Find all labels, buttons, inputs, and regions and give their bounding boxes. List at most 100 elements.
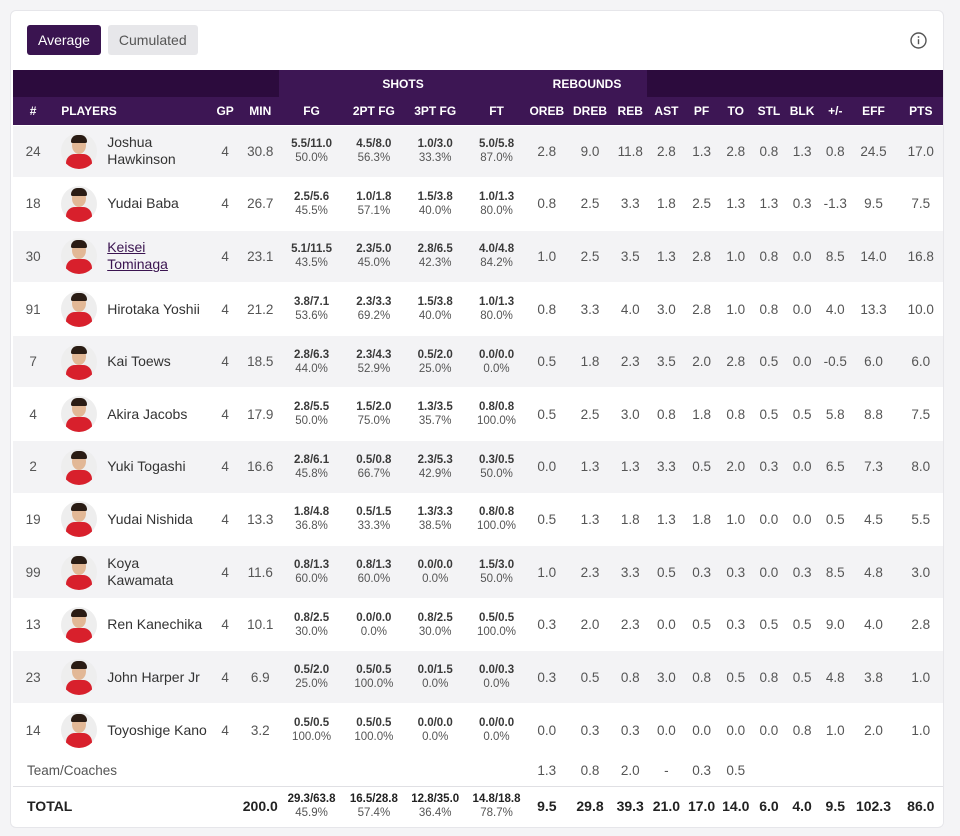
jersey-number: 24	[13, 124, 54, 178]
player-cell: Akira Jacobs	[53, 387, 210, 441]
pts-cell: 7.5	[896, 387, 943, 441]
fg2-cell: 4.5/8.0 56.3%	[343, 124, 405, 178]
ft-made-attempted: 0.5/0.5	[478, 611, 515, 624]
fg2-cell: 1.5/2.0 75.0%	[343, 387, 405, 441]
fg2-percentage: 69.2%	[357, 310, 391, 323]
ast-cell: 1.3	[647, 229, 686, 283]
player-name[interactable]: Yudai Nishida	[107, 510, 193, 527]
player-name[interactable]: Joshua Hawkinson	[107, 134, 176, 168]
col-header[interactable]: AST	[647, 97, 686, 125]
player-name[interactable]: Yuki Togashi	[107, 458, 186, 475]
ft-percentage: 0.0%	[483, 731, 510, 744]
fg3-made-attempted: 12.8/35.0	[411, 793, 460, 806]
to-cell: 0.5	[717, 650, 754, 704]
total-oreb: 9.5	[526, 785, 567, 827]
fg-cell: 2.5/5.6 45.5%	[279, 177, 344, 231]
reb-cell: 0.3	[613, 703, 648, 757]
player-name[interactable]: Ren Kanechika	[107, 616, 203, 633]
ft-made-attempted: 0.8/0.8	[478, 506, 515, 519]
ft-cell: 0.0/0.0 0.0%	[466, 703, 527, 757]
avatar	[61, 554, 98, 591]
col-header[interactable]: 2PT FG	[343, 97, 405, 125]
ast-cell: 0.0	[647, 597, 686, 651]
fg-cell: 0.8/1.3 60.0%	[279, 545, 344, 599]
fg3-percentage: 36.4%	[418, 807, 452, 820]
team-pf: 0.3	[685, 756, 718, 787]
ast-cell: 1.3	[647, 492, 686, 546]
table-body: 24 Joshua Hawkinson 4 30.8 5.5/11.0 50.0% 4.5/…	[13, 124, 943, 827]
fg-cell: 2.8/6.3 44.0%	[279, 334, 344, 388]
total-blk: 4.0	[784, 785, 821, 827]
gp-cell: 4	[209, 703, 242, 757]
col-header[interactable]: TO	[717, 97, 754, 125]
ft-cell: 14.8/18.8 78.7%	[466, 785, 527, 827]
eff-cell: 4.5	[850, 492, 897, 546]
fg3-made-attempted: 1.3/3.5	[417, 401, 453, 414]
player-name[interactable]: Akira Jacobs	[107, 405, 188, 422]
pm-cell: 0.8	[820, 124, 851, 178]
player-name[interactable]: John Harper Jr	[107, 668, 200, 685]
info-circle-icon[interactable]	[910, 32, 927, 49]
col-header[interactable]: REB	[613, 97, 648, 125]
stl-cell: 0.3	[753, 440, 785, 494]
col-header[interactable]: FT	[466, 97, 527, 125]
ft-cell: 1.0/1.3 80.0%	[466, 282, 527, 336]
to-cell: 1.0	[717, 229, 754, 283]
col-header[interactable]: PTS	[896, 97, 943, 125]
fg2-cell: 0.8/1.3 60.0%	[343, 545, 405, 599]
col-header[interactable]: STL	[753, 97, 785, 125]
player-name[interactable]: Yudai Baba	[107, 195, 179, 212]
dreb-cell: 2.0	[566, 597, 614, 651]
oreb-cell: 0.5	[526, 492, 567, 546]
reb-cell: 3.0	[613, 387, 648, 441]
oreb-cell: 0.5	[526, 387, 567, 441]
dreb-cell: 0.5	[566, 650, 614, 704]
ft-cell: 1.0/1.3 80.0%	[466, 177, 527, 231]
blk-cell: 0.0	[784, 229, 821, 283]
player-cell: Kai Toews	[53, 334, 210, 388]
fg3-percentage: 40.0%	[418, 310, 452, 323]
col-header[interactable]: GP	[209, 97, 242, 125]
fg2-cell: 0.5/0.5 100.0%	[343, 703, 405, 757]
ft-made-attempted: 0.8/0.8	[478, 401, 515, 414]
col-header[interactable]: FG	[279, 97, 344, 125]
col-header[interactable]: PLAYERS	[53, 97, 210, 125]
fg2-made-attempted: 0.8/1.3	[356, 559, 392, 572]
fg2-cell: 0.5/1.5 33.3%	[343, 492, 405, 546]
col-header[interactable]: EFF	[850, 97, 897, 125]
ast-cell: 3.0	[647, 282, 686, 336]
player-cell: Keisei Tominaga	[53, 229, 210, 283]
fg2-made-attempted: 2.3/5.0	[356, 243, 392, 256]
gp-cell: 4	[209, 387, 242, 441]
col-header[interactable]: OREB	[526, 97, 567, 125]
fg3-cell: 12.8/35.0 36.4%	[404, 785, 467, 827]
fg2-made-attempted: 0.0/0.0	[356, 611, 392, 624]
col-header[interactable]: 3PT FG	[404, 97, 467, 125]
col-header[interactable]: BLK	[784, 97, 821, 125]
fg-cell: 0.5/2.0 25.0%	[279, 650, 344, 704]
fg-made-attempted: 29.3/63.8	[287, 793, 336, 806]
col-header[interactable]: DREB	[566, 97, 614, 125]
ft-percentage: 50.0%	[480, 467, 513, 480]
col-header[interactable]: MIN	[241, 97, 280, 125]
col-header[interactable]: +/-	[820, 97, 851, 125]
reb-cell: 1.8	[613, 492, 648, 546]
col-header[interactable]: #	[13, 97, 54, 125]
player-cell: Yuki Togashi	[53, 440, 210, 494]
player-name[interactable]: Hirotaka Yoshii	[107, 300, 200, 317]
tab-cumulated[interactable]: Cumulated	[107, 25, 198, 55]
fg2-cell: 1.0/1.8 57.1%	[343, 177, 405, 231]
player-name[interactable]: Kai Toews	[107, 353, 171, 370]
tab-average[interactable]: Average	[27, 25, 101, 55]
player-name[interactable]: Keisei Tominaga	[107, 239, 168, 273]
col-header[interactable]: PF	[685, 97, 718, 125]
player-name[interactable]: Koya Kawamata	[107, 555, 174, 589]
avatar	[61, 712, 98, 749]
fg3-made-attempted: 1.5/3.8	[417, 190, 453, 203]
fg3-percentage: 0.0%	[422, 573, 449, 586]
player-name[interactable]: Toyoshige Kano	[107, 721, 207, 738]
stl-cell: 0.0	[753, 545, 785, 599]
fg-made-attempted: 0.5/0.5	[293, 717, 330, 730]
pts-cell: 17.0	[896, 124, 943, 178]
player-cell: Hirotaka Yoshii	[53, 282, 210, 336]
